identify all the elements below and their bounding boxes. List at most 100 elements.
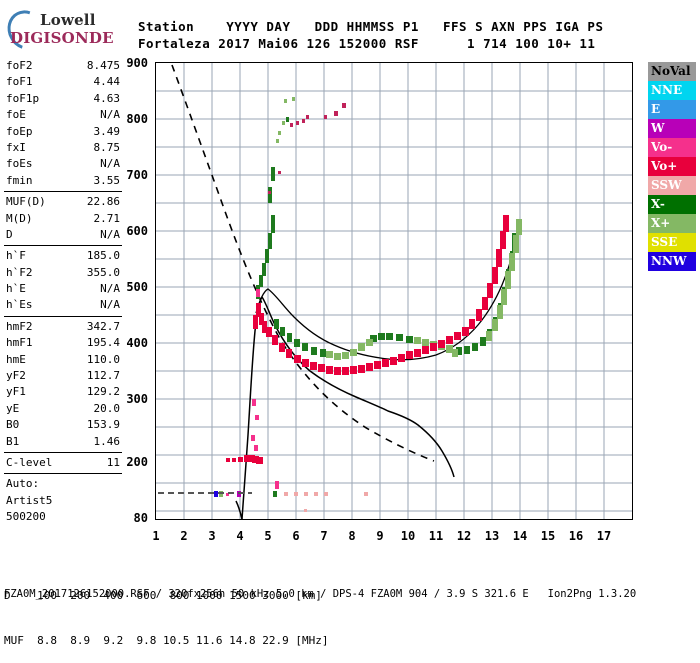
x-axis-tick-8: 8 [348,529,356,543]
y-axis-tick-800: 800 [126,112,148,126]
parameter-table: foF2 8.475 foF1 4.44 foF1p 4.63 foE N/A foEp… [4,58,122,526]
param-value: 185.0 [86,249,120,263]
param-value: N/A [100,282,120,296]
param-key: B0 [6,418,20,432]
x-axis-tick-9: 9 [376,529,384,543]
param-value: N/A [100,298,120,312]
legend-item-nnw[interactable]: NNW [648,252,696,271]
y-axis-tick-900: 900 [126,56,148,70]
legend-label: NNW [651,254,687,268]
station-header-labels: Station YYYY DAY DDD HHMMSS P1 FFS S AXN… [138,19,604,34]
table-row: hmF1 195.4 [4,335,122,351]
param-key: h`F [6,249,26,263]
y-axis-tick-600: 600 [126,224,148,238]
ionogram-plot[interactable] [155,62,633,520]
table-divider [4,191,122,193]
legend-label: SSE [651,235,678,249]
table-row: yE 20.0 [4,401,122,417]
param-group-virtual-heights: h`F 185.0 h`F2 355.0 h`E N/A h`Es N/A [4,248,122,314]
auto-label: Auto: [6,477,40,491]
param-key: h`F2 [6,265,33,279]
grid-vertical [183,63,605,519]
table-row: B1 1.46 [4,434,122,450]
table-row: yF1 129.2 [4,384,122,400]
param-value: 4.63 [93,91,121,105]
x-axis-tick-17: 17 [596,529,612,543]
x-axis-tick-2: 2 [180,529,188,543]
legend-item-sse[interactable]: SSE [648,233,696,252]
param-value: 11 [106,455,120,469]
legend-item-ssw[interactable]: SSW [648,176,696,195]
legend-item-noval[interactable]: NoVal [648,62,696,81]
table-row: foF1p 4.63 [4,91,122,107]
param-value: 112.7 [86,369,120,383]
legend-item-vo-plus[interactable]: Vo+ [648,157,696,176]
param-key: hmF1 [6,336,33,350]
table-row: foF2 8.475 [4,58,122,74]
station-header-values: Fortaleza 2017 Mai06 126 152000 RSF 1 71… [138,36,596,51]
file-info-line: FZA0M_2017126152000.RSF / 320fx256h 50 k… [4,588,637,600]
legend-item-nne[interactable]: NNE [648,81,696,100]
param-key: foF2 [6,59,33,72]
param-key: B1 [6,434,20,448]
table-divider [4,315,122,317]
param-key: yE [6,401,20,415]
param-value: 22.86 [86,195,120,209]
x-axis-tick-6: 6 [292,529,300,543]
legend-label: X+ [651,216,671,230]
vo-minus-markers [226,289,279,496]
lowell-digisonde-logo: Lowell DIGISONDE [0,3,126,57]
artist-version: Artist5 [6,493,53,507]
param-key: yF1 [6,385,26,399]
legend-item-w[interactable]: W [648,119,696,138]
y-axis-tick-400: 400 [126,336,148,350]
param-value: 8.475 [86,59,120,72]
x-axis-tick-14: 14 [512,529,528,543]
table-row: foF1 4.44 [4,74,122,90]
muf-row: MUF 8.8 8.9 9.2 9.8 10.5 11.6 14.8 22.9 … [4,634,329,647]
table-row: h`Es N/A [4,297,122,313]
polarization-legend[interactable]: NoVal NNE E W Vo- Vo+ SSW X- X+ SSE NNW [648,62,696,271]
legend-item-e[interactable]: E [648,100,696,119]
table-row: h`F 185.0 [4,248,122,264]
table-row: fxI 8.75 [4,140,122,156]
param-value: 153.9 [86,418,120,432]
x-axis-tick-12: 12 [456,529,472,543]
y-axis-tick-700: 700 [126,168,148,182]
legend-item-vo-minus[interactable]: Vo- [648,138,696,157]
y-axis-tick-200: 200 [126,455,148,469]
param-value: 355.0 [86,265,120,279]
param-value: N/A [100,227,120,241]
logo-lowell-text: Lowell [40,11,96,29]
param-key: hmE [6,352,26,366]
x-axis-tick-4: 4 [236,529,244,543]
legend-item-x-minus[interactable]: X- [648,195,696,214]
param-key: fxI [6,140,26,154]
legend-label: X- [651,197,665,211]
param-key: h`Es [6,298,33,312]
param-group-frequencies: foF2 8.475 foF1 4.44 foF1p 4.63 foE N/A foEp… [4,58,122,189]
param-group-profile: hmF2 342.7 hmF1 195.4 hmE 110.0 yF2 112.7 yF… [4,319,122,450]
logo-digisonde-text: DIGISONDE [10,29,114,47]
param-value: 3.55 [93,173,121,187]
param-group-clevel: C-level 11 [4,455,122,471]
legend-label: E [651,102,661,116]
param-value: N/A [100,108,120,122]
legend-label: W [651,121,665,135]
distance-row: D 100 200 400 600 800 1000 1500 3000 [km… [4,589,322,602]
legend-item-x-plus[interactable]: X+ [648,214,696,233]
param-key: yF2 [6,369,26,383]
param-key: foF1 [6,75,33,89]
y-axis-tick-500: 500 [126,280,148,294]
x-axis-tick-11: 11 [428,529,444,543]
param-value: 8.75 [93,140,121,154]
profile-lower-tail [235,500,243,519]
table-divider [4,451,122,453]
table-row: yF2 112.7 [4,368,122,384]
baseline-markers [214,491,368,512]
table-row: foEp 3.49 [4,124,122,140]
param-key: hmF2 [6,319,33,333]
x-axis-tick-3: 3 [208,529,216,543]
legend-label: NoVal [651,64,691,78]
profile-curve [241,295,455,519]
